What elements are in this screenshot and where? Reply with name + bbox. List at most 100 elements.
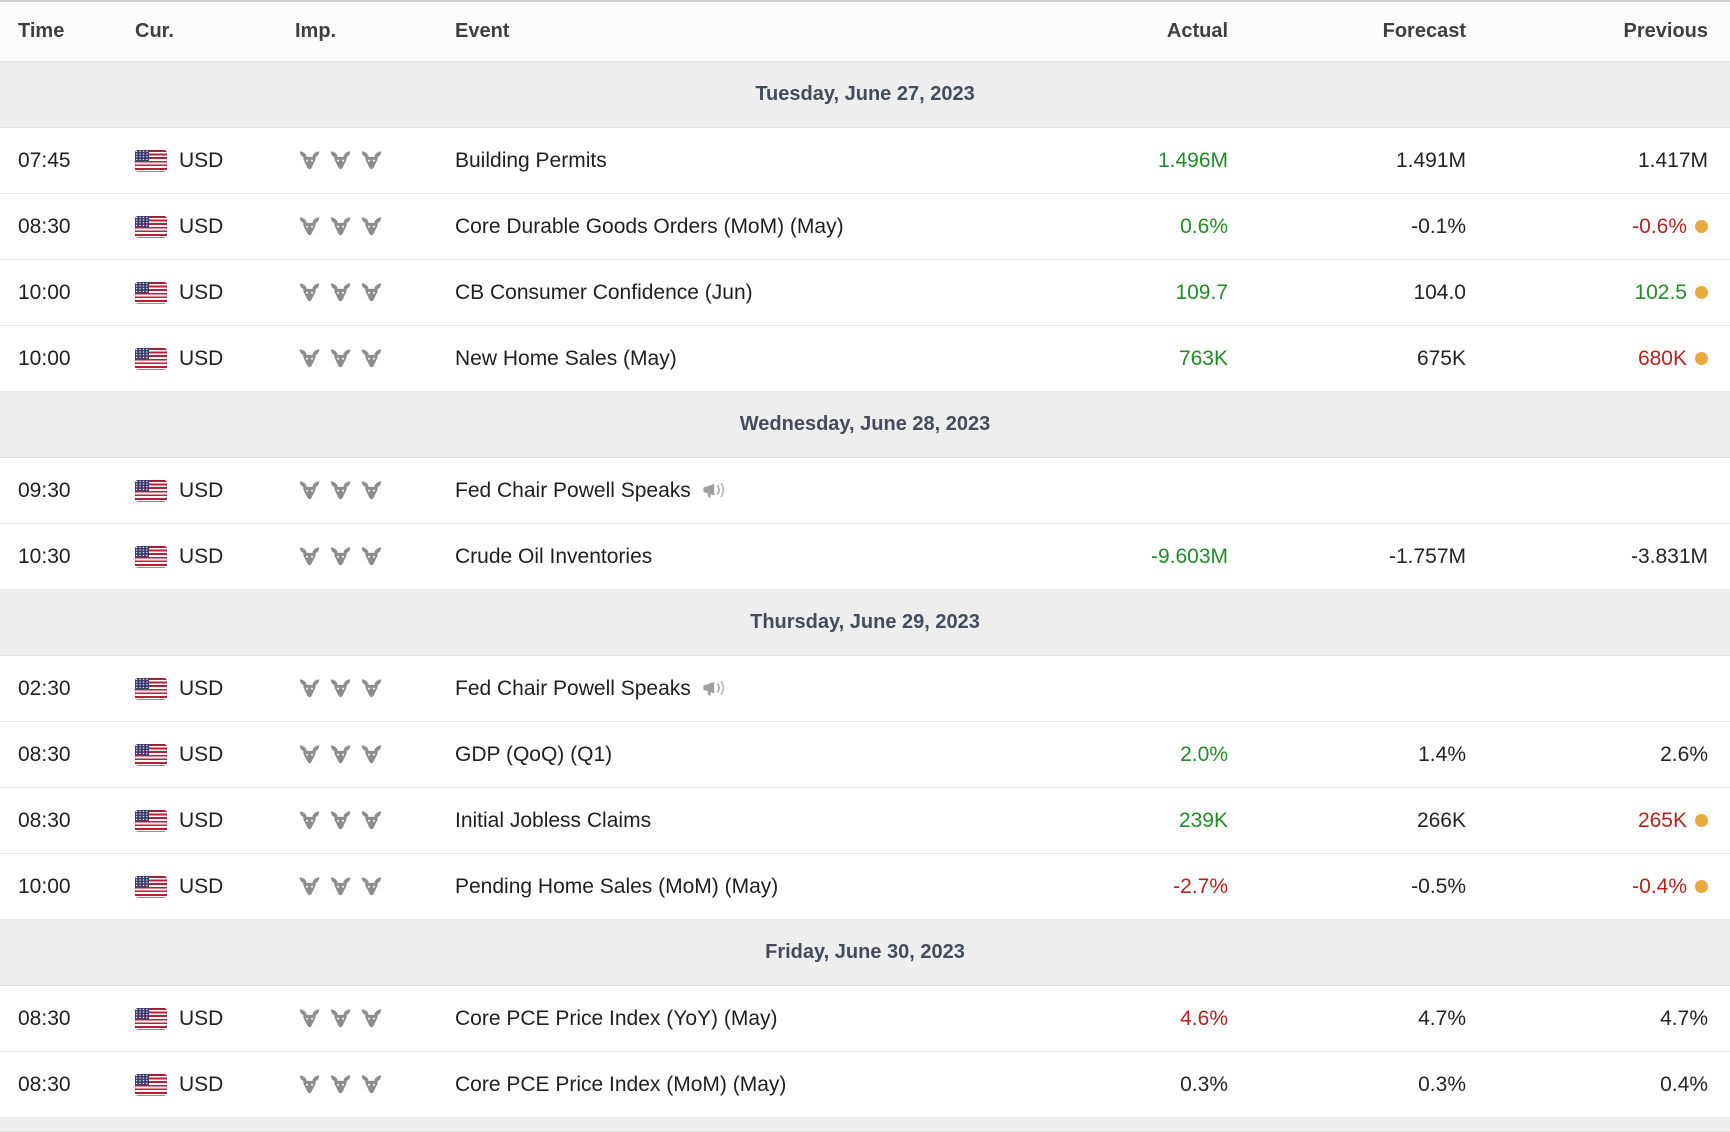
event-cell: Pending Home Sales (MoM) (May) — [455, 875, 996, 899]
time-cell: 02:30 — [18, 676, 71, 700]
event-name[interactable]: Core Durable Goods Orders (MoM) (May) — [455, 214, 844, 238]
actual-value-text: 4.6% — [1180, 1006, 1228, 1030]
importance-bulls — [295, 214, 455, 240]
importance-bulls — [295, 148, 455, 174]
previous-value-text: 1.417M — [1637, 148, 1708, 172]
bull-icon — [299, 876, 320, 895]
forecast-value-text: 266K — [1416, 808, 1466, 832]
us-flag-icon — [135, 743, 167, 766]
bull-icon — [330, 348, 351, 367]
forecast-value-text: -0.5% — [1411, 874, 1466, 898]
previous-value: 2.6% — [1466, 743, 1730, 767]
previous-value-text: 2.6% — [1660, 742, 1708, 766]
col-importance: Imp. — [295, 20, 337, 42]
event-name[interactable]: Core PCE Price Index (MoM) (May) — [455, 1072, 787, 1096]
event-name[interactable]: Crude Oil Inventories — [455, 544, 653, 568]
forecast-value-text: 0.3% — [1418, 1072, 1466, 1096]
col-forecast: Forecast — [1382, 20, 1466, 42]
currency-code: USD — [179, 346, 224, 370]
forecast-value: 104.0 — [1228, 281, 1466, 305]
currency-code: USD — [179, 478, 224, 502]
bull-icon — [299, 480, 320, 499]
forecast-value-text: -0.1% — [1411, 214, 1466, 238]
bull-icon — [330, 546, 351, 565]
actual-value-text: 239K — [1178, 808, 1228, 832]
time-cell: 10:30 — [18, 544, 71, 568]
bull-icon — [330, 678, 351, 697]
bull-icon — [330, 1074, 351, 1093]
previous-value-text: 0.4% — [1660, 1072, 1708, 1096]
col-actual: Actual — [1166, 20, 1228, 42]
previous-value: -0.6% — [1466, 215, 1730, 239]
event-row: 08:30 USD GDP (QoQ) (Q1) 2.0% 1.4% 2.6% — [0, 722, 1730, 788]
forecast-value: -0.5% — [1228, 875, 1466, 899]
calendar-body: Tuesday, June 27, 2023 07:45 USD Building P… — [0, 62, 1730, 1118]
currency-cell: USD — [135, 743, 295, 767]
event-name[interactable]: Fed Chair Powell Speaks — [455, 676, 691, 700]
flag-canton — [135, 743, 149, 755]
event-row: 08:30 USD Core PCE Price Index (YoY) (May)… — [0, 986, 1730, 1052]
event-row: 02:30 USD Fed Chair Powell Speaks — [0, 656, 1730, 722]
previous-value: 680K — [1466, 347, 1730, 371]
flag-canton — [135, 1007, 149, 1019]
event-name[interactable]: Fed Chair Powell Speaks — [455, 478, 691, 502]
us-flag-icon — [135, 677, 167, 700]
currency-cell: USD — [135, 281, 295, 305]
bull-icon — [330, 1008, 351, 1027]
previous-value-text: 4.7% — [1660, 1006, 1708, 1030]
us-flag-icon — [135, 347, 167, 370]
event-row: 10:00 USD Pending Home Sales (MoM) (May) -2… — [0, 854, 1730, 920]
forecast-value-text: 4.7% — [1418, 1006, 1466, 1030]
event-name[interactable]: GDP (QoQ) (Q1) — [455, 742, 613, 766]
event-name[interactable]: CB Consumer Confidence (Jun) — [455, 280, 753, 304]
forecast-value: 675K — [1228, 347, 1466, 371]
time-cell: 07:45 — [18, 148, 71, 172]
bull-icon — [361, 1008, 382, 1027]
event-row: 08:30 USD Initial Jobless Claims 239K 266K 26… — [0, 788, 1730, 854]
currency-cell: USD — [135, 149, 295, 173]
revised-dot — [1695, 220, 1708, 233]
event-name[interactable]: New Home Sales (May) — [455, 346, 677, 370]
bull-icon — [361, 348, 382, 367]
bull-icon — [361, 282, 382, 301]
time-cell: 09:30 — [18, 478, 71, 502]
event-name[interactable]: Building Permits — [455, 148, 607, 172]
col-time: Time — [18, 20, 65, 42]
event-name[interactable]: Initial Jobless Claims — [455, 808, 652, 832]
currency-cell: USD — [135, 1007, 295, 1031]
importance-bulls — [295, 1072, 455, 1098]
forecast-value-text: -1.757M — [1388, 544, 1466, 568]
importance-bulls — [295, 280, 455, 306]
date-header: Wednesday, June 28, 2023 — [0, 392, 1730, 458]
forecast-value-text: 1.491M — [1395, 148, 1466, 172]
flag-canton — [135, 1073, 149, 1085]
event-name[interactable]: Pending Home Sales (MoM) (May) — [455, 874, 779, 898]
actual-value: 763K — [996, 347, 1228, 371]
bull-icon — [330, 282, 351, 301]
event-cell: Fed Chair Powell Speaks — [455, 677, 996, 701]
flag-canton — [135, 545, 149, 557]
bull-icon — [361, 1074, 382, 1093]
currency-code: USD — [179, 1006, 224, 1030]
forecast-value-text: 1.4% — [1418, 742, 1466, 766]
currency-cell: USD — [135, 545, 295, 569]
event-cell: Building Permits — [455, 149, 996, 173]
event-name[interactable]: Core PCE Price Index (YoY) (May) — [455, 1006, 778, 1030]
actual-value: 1.496M — [996, 149, 1228, 173]
col-currency: Cur. — [135, 20, 174, 42]
bull-icon — [361, 876, 382, 895]
us-flag-icon — [135, 875, 167, 898]
bull-icon — [361, 678, 382, 697]
actual-value-text: 0.6% — [1180, 214, 1228, 238]
flag-canton — [135, 149, 149, 161]
currency-code: USD — [179, 280, 224, 304]
event-cell: Core PCE Price Index (MoM) (May) — [455, 1073, 996, 1097]
col-previous: Previous — [1623, 20, 1708, 42]
us-flag-icon — [135, 281, 167, 304]
bull-icon — [361, 480, 382, 499]
forecast-value: -0.1% — [1228, 215, 1466, 239]
event-cell: Crude Oil Inventories — [455, 545, 996, 569]
bull-icon — [330, 480, 351, 499]
revised-dot — [1695, 814, 1708, 827]
time-cell: 08:30 — [18, 1006, 71, 1030]
